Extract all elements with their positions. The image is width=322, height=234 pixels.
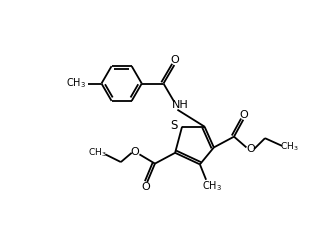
- Text: S: S: [171, 119, 178, 132]
- Text: CH$_3$: CH$_3$: [202, 179, 222, 193]
- Text: O: O: [247, 144, 255, 154]
- Text: CH$_3$: CH$_3$: [280, 140, 299, 153]
- Text: NH: NH: [172, 100, 189, 110]
- Text: O: O: [240, 110, 249, 120]
- Text: CH$_3$: CH$_3$: [88, 146, 106, 159]
- Text: O: O: [171, 55, 179, 66]
- Text: CH$_3$: CH$_3$: [66, 77, 86, 90]
- Text: O: O: [141, 183, 150, 193]
- Text: O: O: [130, 147, 139, 157]
